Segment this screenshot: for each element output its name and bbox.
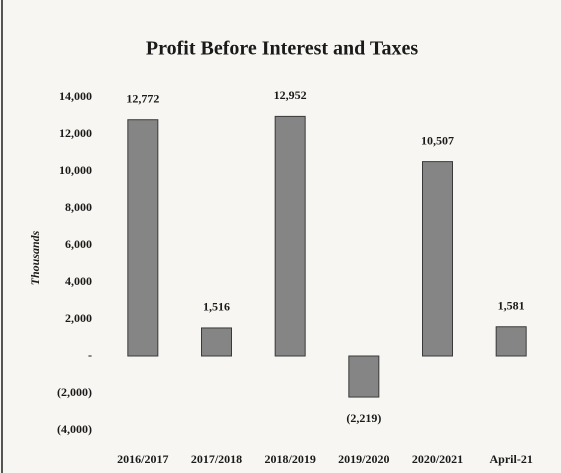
- y-tick-label: (2,000): [57, 385, 92, 399]
- y-tick-label: -: [88, 348, 92, 362]
- y-tick-label: 12,000: [59, 126, 92, 140]
- x-tick-label: 2016/2017: [117, 452, 168, 466]
- x-tick-label: 2017/2018: [191, 452, 242, 466]
- x-tick-label: 2018/2019: [264, 452, 315, 466]
- data-label: 12,772: [126, 91, 159, 105]
- y-tick-label: (4,000): [57, 422, 92, 436]
- y-tick-label: 14,000: [59, 89, 92, 103]
- y-tick-label: 10,000: [59, 163, 92, 177]
- y-tick-label: 4,000: [65, 274, 92, 288]
- data-label: 12,952: [274, 88, 307, 102]
- x-tick-label: 2020/2021: [412, 452, 463, 466]
- bar: [201, 327, 232, 357]
- x-tick-label: April-21: [489, 452, 532, 466]
- y-tick-label: 8,000: [65, 200, 92, 214]
- y-tick-label: 2,000: [65, 311, 92, 325]
- bar: [274, 115, 306, 357]
- data-label: 1,581: [498, 299, 525, 313]
- data-label: 10,507: [421, 133, 454, 147]
- bar: [495, 326, 527, 357]
- x-tick-label: 2019/2020: [338, 452, 389, 466]
- bar: [422, 161, 453, 357]
- chart-title: Profit Before Interest and Taxes: [146, 38, 418, 60]
- y-axis-label: Thousands: [28, 230, 42, 285]
- bar: [127, 119, 159, 357]
- y-tick-label: 6,000: [65, 237, 92, 251]
- data-label: 1,516: [203, 300, 230, 314]
- data-label: (2,219): [346, 411, 381, 425]
- bar: [348, 355, 380, 398]
